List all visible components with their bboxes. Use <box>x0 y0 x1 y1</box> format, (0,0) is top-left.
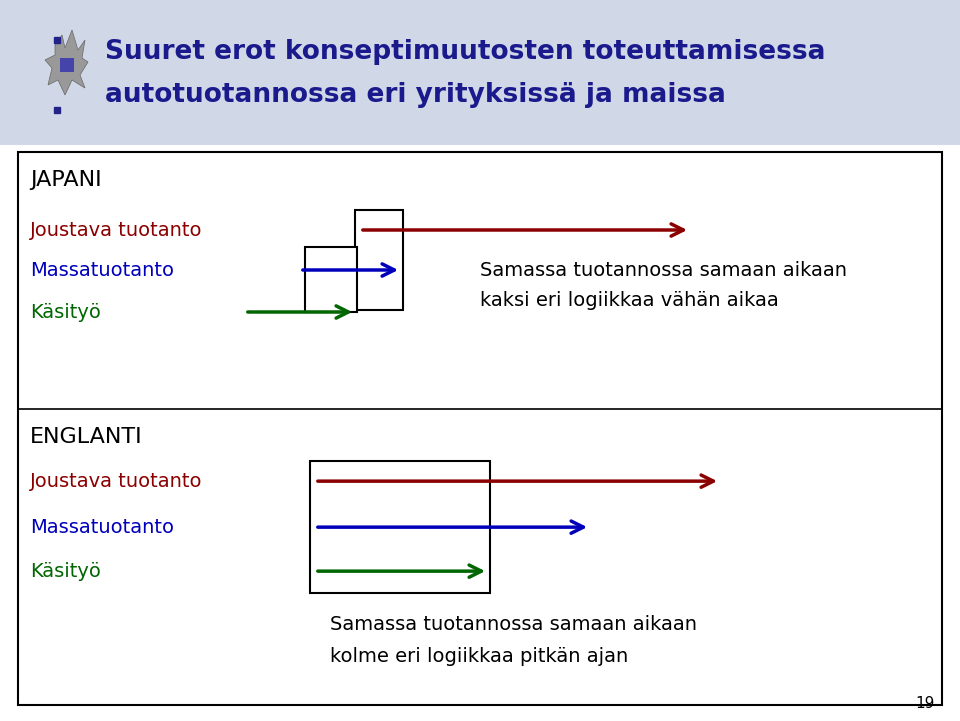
Text: Massatuotanto: Massatuotanto <box>30 260 174 280</box>
Bar <box>60 58 74 72</box>
Text: Samassa tuotannossa samaan aikaan: Samassa tuotannossa samaan aikaan <box>330 616 697 634</box>
Text: JAPANI: JAPANI <box>30 170 102 190</box>
Text: 19: 19 <box>916 696 935 710</box>
Bar <box>355 210 403 310</box>
Bar <box>310 461 490 593</box>
Text: Suuret erot konseptimuutosten toteuttamisessa: Suuret erot konseptimuutosten toteuttami… <box>105 39 826 65</box>
Text: Joustava tuotanto: Joustava tuotanto <box>30 472 203 491</box>
Text: ENGLANTI: ENGLANTI <box>30 427 143 447</box>
Text: Joustava tuotanto: Joustava tuotanto <box>30 221 203 239</box>
Text: autotuotannossa eri yrityksissä ja maissa: autotuotannossa eri yrityksissä ja maiss… <box>105 82 726 108</box>
Bar <box>18 152 942 705</box>
Polygon shape <box>45 30 88 95</box>
Text: Massatuotanto: Massatuotanto <box>30 518 174 536</box>
Text: Käsityö: Käsityö <box>30 303 101 322</box>
Text: kaksi eri logiikkaa vähän aikaa: kaksi eri logiikkaa vähän aikaa <box>480 291 779 309</box>
Bar <box>0 0 960 145</box>
Text: Käsityö: Käsityö <box>30 562 101 580</box>
Text: kolme eri logiikkaa pitkän ajan: kolme eri logiikkaa pitkän ajan <box>330 647 628 666</box>
Text: Samassa tuotannossa samaan aikaan: Samassa tuotannossa samaan aikaan <box>480 260 847 280</box>
Bar <box>305 247 357 312</box>
